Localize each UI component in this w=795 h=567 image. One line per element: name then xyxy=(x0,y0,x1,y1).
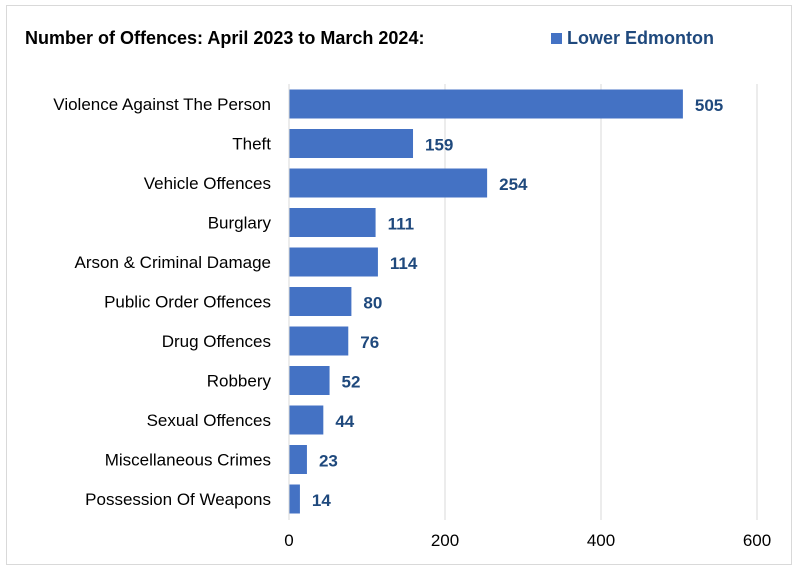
x-tick-label: 0 xyxy=(284,531,293,550)
category-label: Robbery xyxy=(207,372,272,391)
category-label: Theft xyxy=(232,135,271,154)
x-tick-label: 200 xyxy=(431,531,459,550)
data-label: 44 xyxy=(335,412,354,431)
data-label: 76 xyxy=(360,333,379,352)
data-label: 23 xyxy=(319,452,338,471)
chart-title: Number of Offences: April 2023 to March … xyxy=(25,28,425,48)
bar xyxy=(289,208,376,237)
bar xyxy=(289,484,300,514)
bar xyxy=(289,247,378,277)
bar xyxy=(289,168,488,198)
x-tick-label: 600 xyxy=(743,531,771,550)
category-label: Vehicle Offences xyxy=(144,174,271,193)
bar xyxy=(289,89,683,119)
data-label: 114 xyxy=(390,254,418,273)
legend-swatch xyxy=(551,33,562,44)
bar xyxy=(289,405,324,435)
bar xyxy=(289,445,307,474)
data-label: 111 xyxy=(388,215,415,234)
data-label: 80 xyxy=(363,294,382,313)
category-label: Public Order Offences xyxy=(104,293,271,312)
category-label: Miscellaneous Crimes xyxy=(105,451,271,470)
category-label: Violence Against The Person xyxy=(53,95,271,114)
data-label: 505 xyxy=(695,96,723,115)
bar xyxy=(289,366,330,395)
data-label: 52 xyxy=(342,373,361,392)
category-label: Arson & Criminal Damage xyxy=(74,253,271,272)
chart-legend: Lower Edmonton xyxy=(551,28,714,49)
bar xyxy=(289,287,352,316)
legend-label: Lower Edmonton xyxy=(567,28,714,48)
data-label: 14 xyxy=(312,491,331,510)
x-tick-label: 400 xyxy=(587,531,615,550)
bar xyxy=(289,326,349,356)
category-label: Drug Offences xyxy=(162,332,271,351)
data-label: 254 xyxy=(499,175,528,194)
category-label: Sexual Offences xyxy=(147,411,271,430)
category-label: Possession Of Weapons xyxy=(85,490,271,509)
category-label: Burglary xyxy=(208,214,272,233)
data-label: 159 xyxy=(425,136,453,155)
bar xyxy=(289,129,414,158)
